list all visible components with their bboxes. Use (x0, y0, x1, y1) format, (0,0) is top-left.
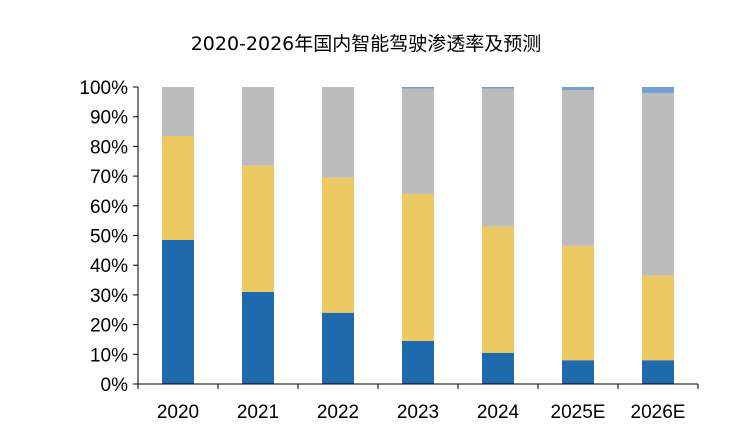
bar-2026E-segment-3 (642, 92, 674, 276)
bar-2021-segment-1 (242, 291, 274, 384)
bar-2022-segment-2 (322, 177, 354, 313)
bar-2025E-segment-1 (562, 360, 594, 384)
bar-2025E-segment-2 (562, 245, 594, 361)
y-tick-label: 10% (90, 345, 128, 366)
y-tick-label: 100% (79, 78, 128, 99)
bar-2022-segment-3 (322, 87, 354, 178)
bar-2023-segment-3 (402, 88, 434, 194)
chart-title: 2020-2026年国内智能驾驶渗透率及预测 (191, 33, 542, 55)
bar-2020-segment-3 (162, 87, 194, 137)
x-tick-label: 2021 (237, 402, 279, 423)
bar-2025E-segment-4 (562, 87, 594, 90)
y-tick-label: 60% (90, 197, 128, 218)
bar-2020-segment-2 (162, 136, 194, 240)
bar-2022-segment-1 (322, 312, 354, 384)
y-tick-label: 40% (90, 256, 128, 277)
y-tick-label: 70% (90, 167, 128, 188)
bar-2023-segment-2 (402, 193, 434, 341)
y-tick-label: 80% (90, 137, 128, 158)
bar-2024-segment-2 (482, 226, 514, 353)
x-tick-label: 2023 (397, 402, 439, 423)
x-tick-label: 2022 (317, 402, 359, 423)
axes: 0% 10% 20% 30% 40% 50% 60% 70% 80% 90% 100% 2020 202… (79, 78, 699, 423)
bars (162, 87, 674, 384)
y-tick-label: 30% (90, 286, 128, 307)
y-tick-label: 0% (101, 375, 129, 396)
bar-2023-segment-1 (402, 340, 434, 384)
bar-2024-segment-4 (482, 87, 514, 89)
y-tick-label: 20% (90, 316, 128, 337)
y-tick-label: 50% (90, 227, 128, 248)
bar-2026E-segment-2 (642, 275, 674, 361)
bar-2020-segment-1 (162, 239, 194, 384)
bar-2023-segment-4 (402, 87, 434, 89)
bar-2024-segment-1 (482, 352, 514, 384)
bar-2026E-segment-1 (642, 360, 674, 384)
bar-2025E-segment-3 (562, 89, 594, 246)
bar-2026E-segment-4 (642, 87, 674, 93)
x-tick-label: 2020 (157, 402, 199, 423)
y-tick-label: 90% (90, 108, 128, 129)
bar-2024-segment-3 (482, 88, 514, 227)
bar-2021-segment-3 (242, 87, 274, 166)
x-tick-label: 2025E (551, 402, 606, 423)
bar-2021-segment-2 (242, 165, 274, 292)
x-tick-label: 2026E (631, 402, 686, 423)
x-tick-label: 2024 (477, 402, 520, 423)
